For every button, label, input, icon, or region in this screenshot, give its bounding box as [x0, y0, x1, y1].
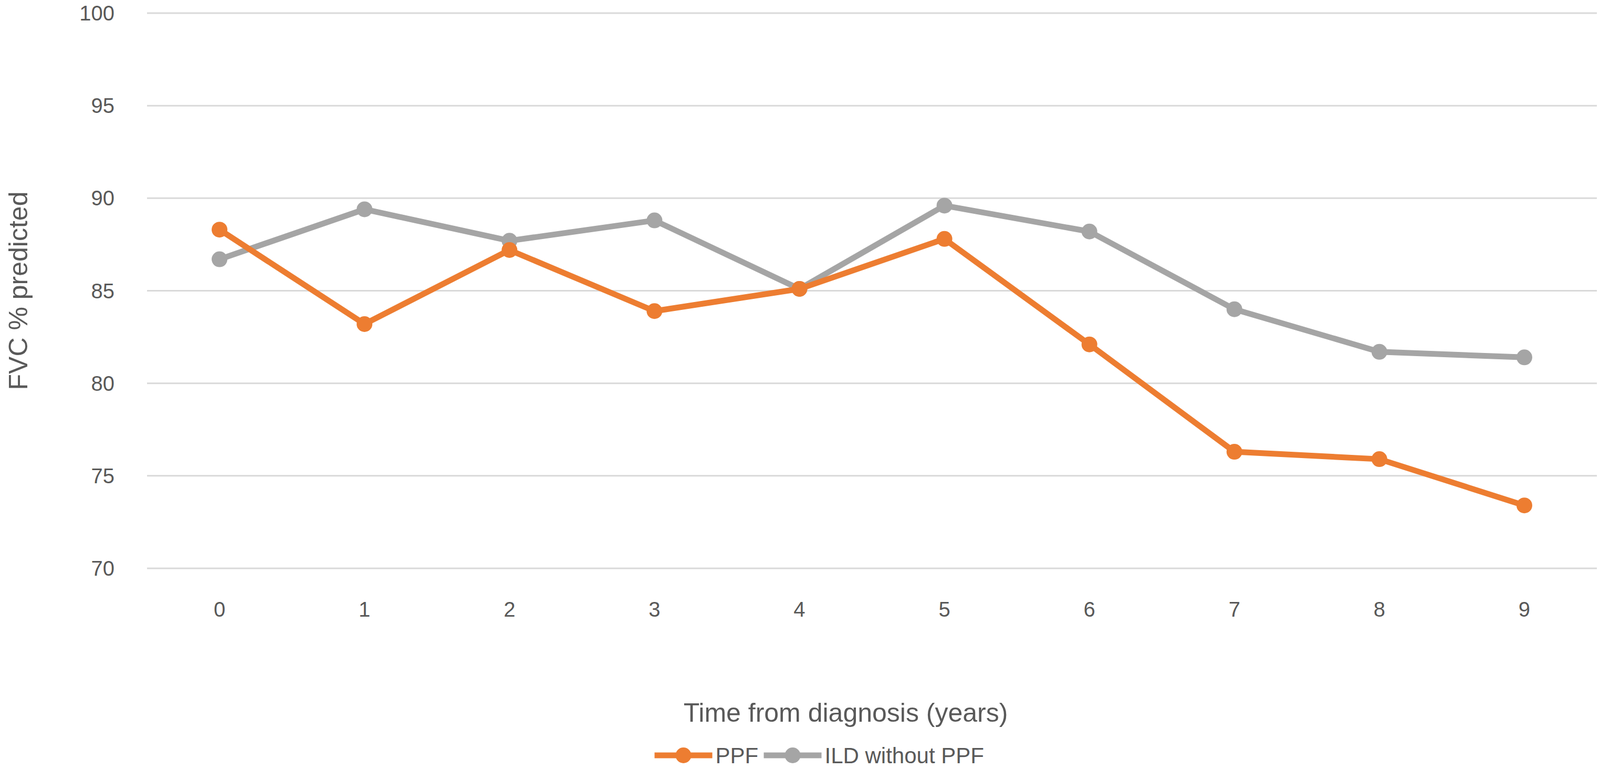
grid-line [147, 474, 1597, 477]
x-axis-title: Time from diagnosis (years) [683, 697, 1009, 728]
y-axis-title: FVC % predicted [3, 191, 34, 391]
legend: PPF ILD without PPF [654, 743, 985, 768]
point [1081, 223, 1098, 240]
point [1371, 343, 1388, 360]
point [501, 242, 518, 258]
x-tick-label: 0 [213, 597, 226, 621]
point [936, 231, 953, 247]
point [791, 280, 808, 297]
legend-label: PPF [715, 743, 759, 768]
grid-line [147, 197, 1597, 200]
y-tick-label: 95 [91, 93, 115, 118]
chart: 70 75 80 85 90 95 100 0 1 2 3 4 5 6 7 8 9 Time from diagn… [0, 0, 1600, 769]
point [1516, 349, 1533, 365]
point [1081, 336, 1098, 353]
point [1371, 451, 1388, 467]
point [356, 201, 373, 217]
x-tick-label: 4 [793, 597, 805, 621]
grid-line [147, 382, 1597, 384]
y-tick-label: 100 [79, 1, 115, 25]
series-line [219, 205, 1525, 358]
legend-marker [785, 747, 801, 763]
y-tick-label: 75 [91, 464, 115, 488]
point [211, 251, 228, 268]
point [791, 280, 808, 297]
point [1226, 443, 1243, 460]
series-line [219, 229, 1525, 506]
point [646, 302, 663, 319]
point [936, 197, 953, 214]
x-tick-label: 2 [503, 597, 516, 621]
x-tick-label: 6 [1083, 597, 1096, 621]
x-tick-label: 9 [1518, 597, 1531, 621]
y-tick-label: 70 [91, 556, 115, 580]
point [1516, 497, 1533, 514]
x-tick-label: 7 [1228, 597, 1241, 621]
x-tick-label: 8 [1373, 597, 1386, 621]
point [646, 212, 663, 229]
grid-line [147, 12, 1597, 15]
x-tick-label: 1 [358, 597, 371, 621]
y-tick-label: 90 [91, 186, 115, 210]
point [211, 221, 228, 238]
point [356, 316, 373, 332]
y-tick-label: 85 [91, 279, 115, 303]
point [1226, 301, 1243, 318]
grid-line [147, 105, 1597, 107]
y-tick-label: 80 [91, 371, 115, 395]
x-tick-label: 5 [938, 597, 950, 621]
grid-line [147, 567, 1597, 570]
legend-marker [675, 747, 692, 763]
grid-line [147, 289, 1597, 292]
legend-label: ILD without PPF [824, 743, 985, 768]
plot-area [211, 197, 1533, 514]
x-tick-label: 3 [648, 597, 661, 621]
